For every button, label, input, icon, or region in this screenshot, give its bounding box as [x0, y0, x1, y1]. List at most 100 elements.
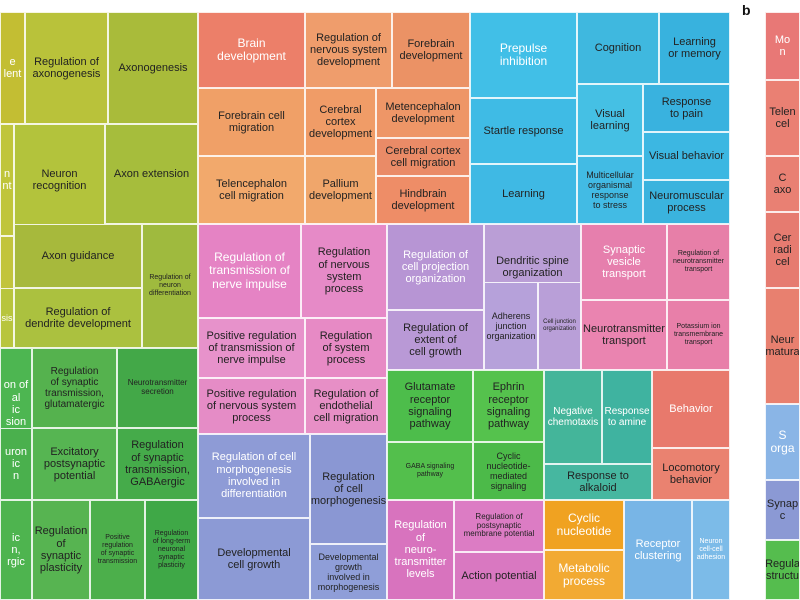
tile-label: on of al ic sion	[3, 379, 29, 429]
treemap-tile-cognition: Cognition	[577, 12, 659, 84]
tile-label: Response to alkaloid	[567, 469, 629, 494]
tile-label: Regulation of axonogenesis	[32, 55, 101, 80]
tile-label: Ephrin receptor signaling pathway	[486, 381, 531, 431]
treemap-tile-axon-extension: Axon extension	[105, 124, 198, 224]
tile-label: Regulation of cell projection organizati…	[401, 248, 470, 286]
tile-label: Positive regulation of synaptic transmis…	[97, 534, 138, 565]
treemap-tile-excitatory-postsynaptic-potential: Excitatory postsynaptic potential	[32, 428, 117, 500]
tile-label: Neur matura	[765, 333, 800, 358]
tile-label: Synap c	[766, 497, 799, 522]
treemap-tile-regulation-of-system-process: Regulation of system process	[305, 318, 387, 378]
treemap-tile-regulation-of-axonogenesis: Regulation of axonogenesis	[25, 12, 108, 124]
treemap-tile-regulation-of-postsynaptic-membrane-potential: Regulation of postsynaptic membrane pote…	[454, 500, 544, 552]
treemap-tile-regulation-of-transmission-of-nerve-impulse: Regulation of transmission of nerve impu…	[198, 224, 301, 318]
treemap-tile-synaptic-vesicle-transport: Synaptic vesicle transport	[581, 224, 667, 300]
tile-label: Glutamate receptor signaling pathway	[404, 381, 456, 431]
tile-label: Regulation of postsynaptic membrane pote…	[463, 511, 535, 539]
treemap-tile-gaba-signaling-pathway: GABA signaling pathway	[387, 442, 473, 500]
treemap-tile-adherens-junction-organization: Adherens junction organization	[484, 282, 538, 370]
tile-label: Regulation of synaptic transmission, glu…	[44, 365, 105, 411]
treemap-tile-visual-behavior: Visual behavior	[643, 132, 730, 180]
treemap-tile-regulation-of-nervous-system-process: Regulation of nervous system process	[301, 224, 387, 318]
tile-label: Regulation of long-term neuronal synapti…	[152, 530, 191, 569]
treemap-tile-n-nt: n nt	[0, 124, 14, 236]
tile-label: Dendritic spine organization	[496, 254, 569, 279]
treemap-tile-telen-cel: Telen cel	[765, 80, 800, 156]
treemap-tile-ic-n-rgic: ic n, rgic	[0, 500, 32, 600]
tile-label: Action potential	[461, 569, 537, 582]
tile-label: Hindbrain development	[391, 187, 455, 212]
tile-label: Cognition	[594, 41, 642, 54]
tile-label: Response to pain	[661, 95, 712, 120]
tile-label: Regulation of cell morphogenesis	[310, 470, 387, 508]
treemap-tile-pallium-development: Pallium development	[305, 156, 376, 224]
treemap-tile-response-to-pain: Response to pain	[643, 84, 730, 132]
treemap-tile-synap-c: Synap c	[765, 480, 800, 540]
tile-label: Developmental growth involved in morphog…	[317, 551, 380, 593]
tile-label: Neurotransmitter transport	[583, 322, 665, 347]
treemap-tile-positive-regulation-of-nervous-system-process: Positive regulation of nervous system pr…	[198, 378, 305, 434]
tile-label: ic n, rgic	[7, 531, 25, 569]
treemap-tile-regula-structu: Regula structu	[765, 540, 800, 600]
tile-label: Response to amine	[604, 405, 650, 428]
tile-label: Regulation of cell morphogenesis involve…	[211, 451, 297, 501]
tile-label: Regulation of neurotransmitter transport	[673, 250, 724, 273]
treemap-tile-learning-or-memory: Learning or memory	[659, 12, 730, 84]
tile-label: Regulation of extent of cell growth	[403, 321, 468, 359]
tile-label: Cyclic nucleotide- mediated signaling	[486, 450, 531, 492]
tile-label: Neurotransmitter secretion	[127, 378, 188, 396]
tile-label: Telen cel	[769, 105, 796, 130]
tile-label: Positive regulation of nervous system pr…	[206, 387, 297, 425]
treemap-tile-neuromuscular-process: Neuromuscular process	[643, 180, 730, 224]
treemap-tile-cerebral-cortex-development: Cerebral cortex development	[305, 88, 376, 156]
treemap-tile-regulation-of-neuron-differentiation: Regulation of neuron differentiation	[142, 224, 198, 348]
treemap-tile-multicellular-organismal-response-to-stress: Multicellular organismal response to str…	[577, 156, 643, 224]
treemap-tile-neurotransmitter-secretion: Neurotransmitter secretion	[117, 348, 198, 428]
treemap-tile-uron-ic-n: uron ic n	[0, 428, 32, 500]
tile-label: Regulation of synaptic transmission, GAB…	[125, 439, 190, 489]
treemap-tile-positive-regulation-of-synaptic-transmission: Positive regulation of synaptic transmis…	[90, 500, 145, 600]
treemap-tile-receptor-clustering: Receptor clustering	[624, 500, 692, 600]
tile-label: Brain development	[217, 35, 286, 63]
treemap-tile-regulation-of-long-term-neuronal-synaptic-plasticity: Regulation of long-term neuronal synapti…	[145, 500, 198, 600]
tile-label: Telencephalon cell migration	[216, 177, 287, 202]
treemap-tile-c-axo: C axo	[765, 156, 800, 212]
tile-label: Regulation of system process	[319, 329, 373, 367]
tile-label: Cerebral cortex development	[309, 103, 372, 141]
tile-label: Cyclic nucleotide	[556, 510, 612, 538]
treemap-tile-cell-junction-organization: Cell junction organization	[538, 282, 581, 370]
treemap-tile-visual-learning: Visual learning	[577, 84, 643, 156]
treemap-tile-metencephalon-development: Metencephalon development	[376, 88, 470, 138]
tile-label: Startle response	[483, 124, 564, 137]
tile-label: Metabolic process	[558, 560, 610, 588]
treemap-tile-startle-response: Startle response	[470, 98, 577, 164]
treemap-tile-axon-guidance: Axon guidance	[14, 224, 142, 288]
tile-label: n nt	[2, 167, 12, 192]
tile-label: Regulation of endothelial cell migration	[313, 387, 379, 425]
tile-label: Neuron recognition	[32, 167, 87, 192]
treemap-tile-brain-development: Brain development	[198, 12, 305, 88]
tile-label: Neuron cell-cell adhesion	[696, 538, 726, 561]
treemap-tile-neur-matura: Neur matura	[765, 288, 800, 404]
tile-label: Regulation of synaptic plasticity	[34, 525, 88, 575]
treemap-tile-s-orga: S orga	[765, 404, 800, 480]
treemap-tile-regulation-of-nervous-system-development: Regulation of nervous system development	[305, 12, 392, 88]
tile-label: Forebrain development	[399, 37, 463, 62]
treemap-tile-glutamate-receptor-signaling-pathway: Glutamate receptor signaling pathway	[387, 370, 473, 442]
tile-label: Visual learning	[590, 107, 630, 132]
tile-label: Excitatory postsynaptic potential	[43, 445, 106, 483]
tile-label: Regulation of neuron differentiation	[149, 274, 191, 297]
tile-label: Metencephalon development	[385, 100, 461, 125]
tile-label: Multicellular organismal response to str…	[586, 169, 634, 211]
tile-label: Cell junction organization	[543, 319, 576, 332]
tile-label: S orga	[770, 427, 795, 455]
tile-label: Learning	[502, 187, 545, 200]
tile-label: Prepulse inhibition	[499, 40, 548, 68]
tile-label: Regulation of neuro- transmitter levels	[394, 519, 447, 581]
treemap-tile-potassium-ion-transmembrane-transport: Potassium ion transmembrane transport	[667, 300, 730, 370]
treemap-tile-cyclic-nucleotide: Cyclic nucleotide	[544, 500, 624, 550]
treemap-tile-e-lent: e lent	[0, 12, 25, 124]
treemap-tile-cerebral-cortex-cell-migration: Cerebral cortex cell migration	[376, 138, 470, 176]
treemap-tile-regulation-of-cell-projection-organization: Regulation of cell projection organizati…	[387, 224, 484, 310]
treemap-tile-neuron-cell-cell-adhesion: Neuron cell-cell adhesion	[692, 500, 730, 600]
